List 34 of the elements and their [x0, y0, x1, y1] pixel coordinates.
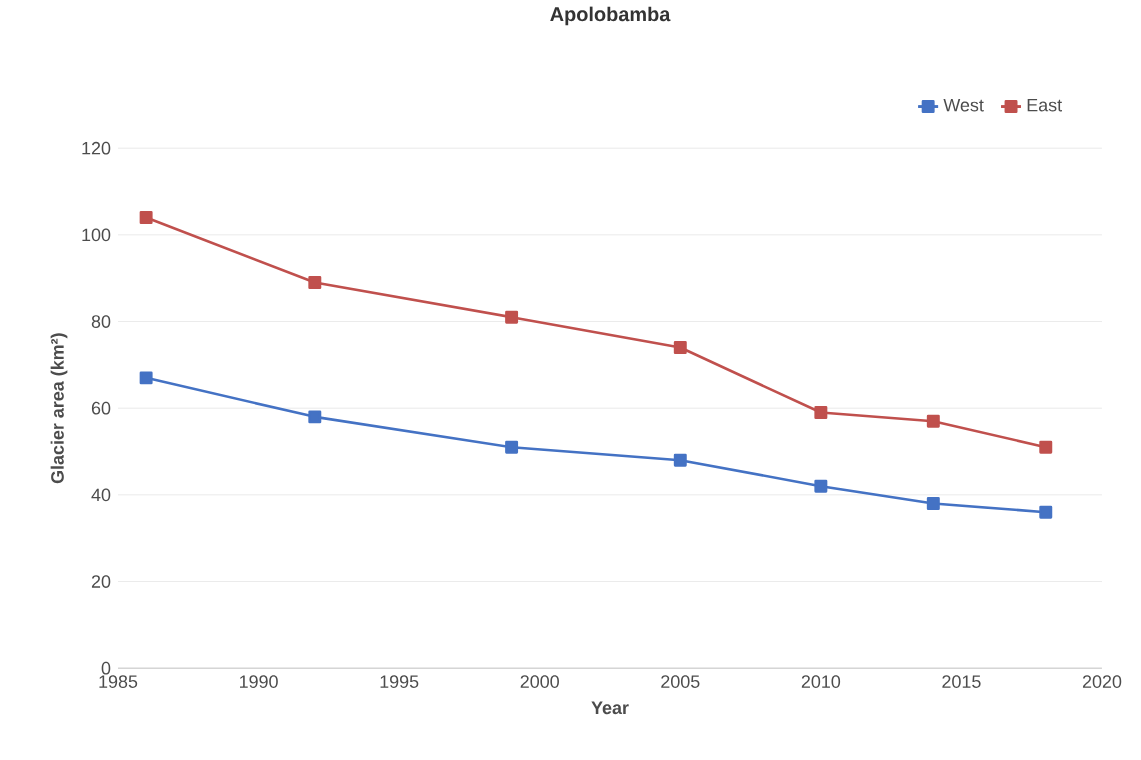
y-tick-label: 100 [82, 228, 111, 242]
x-axis-title: Year [591, 701, 629, 715]
point [814, 405, 828, 419]
y-tick-label: 40 [91, 488, 111, 502]
point [1039, 505, 1053, 519]
point [1039, 440, 1053, 454]
y-tick-label: 20 [91, 575, 111, 588]
x-tick-label: 1995 [380, 675, 419, 688]
x-tick-label: 2020 [1082, 675, 1122, 688]
y-tick-label: 60 [91, 401, 111, 415]
point [814, 479, 828, 493]
x-tick-label: 1990 [240, 675, 278, 688]
point [673, 453, 687, 467]
point [926, 414, 940, 428]
x-tick-label: 2000 [520, 675, 559, 688]
x-tick-label: 1985 [99, 675, 138, 688]
y-tick-label: 0 [101, 661, 111, 675]
legend-label: East [1027, 98, 1062, 112]
point [308, 275, 322, 289]
y-tick-label: 120 [82, 141, 111, 155]
point [139, 210, 153, 224]
y-axis-title: Glacier area (km²) [50, 333, 68, 484]
point [308, 410, 322, 424]
point [139, 371, 153, 385]
legend-label: West [943, 98, 984, 112]
point [505, 440, 519, 454]
x-tick-label: 2010 [801, 675, 841, 688]
point [673, 340, 687, 354]
x-tick-label: 2015 [942, 675, 981, 688]
point [505, 310, 519, 324]
chart-title: Apolobamba [550, 6, 671, 26]
x-tick-label: 2005 [661, 675, 700, 688]
y-tick-label: 80 [91, 315, 111, 328]
point [926, 496, 940, 510]
